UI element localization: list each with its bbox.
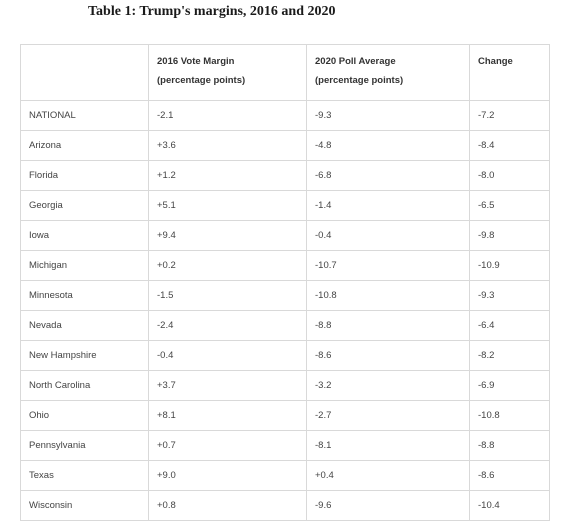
table-row: Michigan +0.2 -10.7 -10.9 [20, 250, 550, 281]
change-cell: -6.4 [469, 310, 550, 341]
table-title: Table 1: Trump's margins, 2016 and 2020 [88, 4, 336, 19]
change-cell: -7.2 [469, 100, 550, 131]
poll-2020-cell: -2.7 [306, 400, 470, 431]
table-row: New Hampshire -0.4 -8.6 -8.2 [20, 340, 550, 371]
poll-2020-cell: -1.4 [306, 190, 470, 221]
table-row: Iowa +9.4 -0.4 -9.8 [20, 220, 550, 251]
change-cell: -9.8 [469, 220, 550, 251]
header-2016-margin-title: 2016 Vote Margin [157, 56, 235, 67]
margin-2016-cell: -1.5 [148, 280, 307, 311]
table-row: Georgia +5.1 -1.4 -6.5 [20, 190, 550, 221]
table-row: Pennsylvania +0.7 -8.1 -8.8 [20, 430, 550, 461]
change-cell: -6.5 [469, 190, 550, 221]
state-cell: Iowa [20, 220, 149, 251]
state-cell: Georgia [20, 190, 149, 221]
poll-2020-cell: -8.6 [306, 340, 470, 371]
margin-2016-cell: +3.7 [148, 370, 307, 401]
table-row: NATIONAL -2.1 -9.3 -7.2 [20, 100, 550, 131]
margin-2016-cell: +8.1 [148, 400, 307, 431]
change-cell: -8.0 [469, 160, 550, 191]
poll-2020-cell: -9.6 [306, 490, 470, 521]
margin-2016-cell: +9.4 [148, 220, 307, 251]
margin-2016-cell: +0.7 [148, 430, 307, 461]
change-cell: -8.6 [469, 460, 550, 491]
change-cell: -8.4 [469, 130, 550, 161]
margin-2016-cell: +1.2 [148, 160, 307, 191]
change-cell: -10.8 [469, 400, 550, 431]
poll-2020-cell: -10.7 [306, 250, 470, 281]
poll-2020-cell: -6.8 [306, 160, 470, 191]
header-state [20, 44, 149, 101]
margin-2016-cell: +5.1 [148, 190, 307, 221]
poll-2020-cell: +0.4 [306, 460, 470, 491]
header-2016-margin: 2016 Vote Margin (percentage points) [148, 44, 307, 101]
margin-2016-cell: -2.1 [148, 100, 307, 131]
state-cell: Wisconsin [20, 490, 149, 521]
header-2016-margin-unit: (percentage points) [157, 75, 246, 86]
table-row: Nevada -2.4 -8.8 -6.4 [20, 310, 550, 341]
state-cell: Ohio [20, 400, 149, 431]
change-cell: -8.2 [469, 340, 550, 371]
header-change: Change [469, 44, 550, 101]
state-cell: Arizona [20, 130, 149, 161]
state-cell: Florida [20, 160, 149, 191]
poll-2020-cell: -8.1 [306, 430, 470, 461]
header-2020-poll-title: 2020 Poll Average [315, 56, 396, 67]
state-cell: Pennsylvania [20, 430, 149, 461]
state-cell: North Carolina [20, 370, 149, 401]
margin-2016-cell: +9.0 [148, 460, 307, 491]
table-row: Wisconsin +0.8 -9.6 -10.4 [20, 490, 550, 521]
margin-2016-cell: -2.4 [148, 310, 307, 341]
margin-2016-cell: +0.8 [148, 490, 307, 521]
table-row: Arizona +3.6 -4.8 -8.4 [20, 130, 550, 161]
state-cell: Texas [20, 460, 149, 491]
table-row: Minnesota -1.5 -10.8 -9.3 [20, 280, 550, 311]
state-cell: Nevada [20, 310, 149, 341]
change-cell: -9.3 [469, 280, 550, 311]
poll-2020-cell: -10.8 [306, 280, 470, 311]
state-cell: New Hampshire [20, 340, 149, 371]
poll-2020-cell: -4.8 [306, 130, 470, 161]
change-cell: -10.9 [469, 250, 550, 281]
state-cell: Minnesota [20, 280, 149, 311]
header-2020-poll-unit: (percentage points) [315, 75, 404, 86]
change-cell: -10.4 [469, 490, 550, 521]
poll-2020-cell: -3.2 [306, 370, 470, 401]
margin-2016-cell: +3.6 [148, 130, 307, 161]
poll-2020-cell: -0.4 [306, 220, 470, 251]
table-body: NATIONAL -2.1 -9.3 -7.2 Arizona +3.6 -4.8 -8.4 F… [20, 100, 550, 521]
table-row: North Carolina +3.7 -3.2 -6.9 [20, 370, 550, 401]
margin-2016-cell: -0.4 [148, 340, 307, 371]
poll-2020-cell: -8.8 [306, 310, 470, 341]
state-cell: NATIONAL [20, 100, 149, 131]
change-cell: -8.8 [469, 430, 550, 461]
table-row: Florida +1.2 -6.8 -8.0 [20, 160, 550, 191]
header-2020-poll: 2020 Poll Average (percentage points) [306, 44, 470, 101]
header-row: 2016 Vote Margin (percentage points) 202… [20, 44, 550, 101]
margin-2016-cell: +0.2 [148, 250, 307, 281]
margins-table: 2016 Vote Margin (percentage points) 202… [20, 44, 550, 521]
state-cell: Michigan [20, 250, 149, 281]
table-row: Texas +9.0 +0.4 -8.6 [20, 460, 550, 491]
poll-2020-cell: -9.3 [306, 100, 470, 131]
table-row: Ohio +8.1 -2.7 -10.8 [20, 400, 550, 431]
change-cell: -6.9 [469, 370, 550, 401]
